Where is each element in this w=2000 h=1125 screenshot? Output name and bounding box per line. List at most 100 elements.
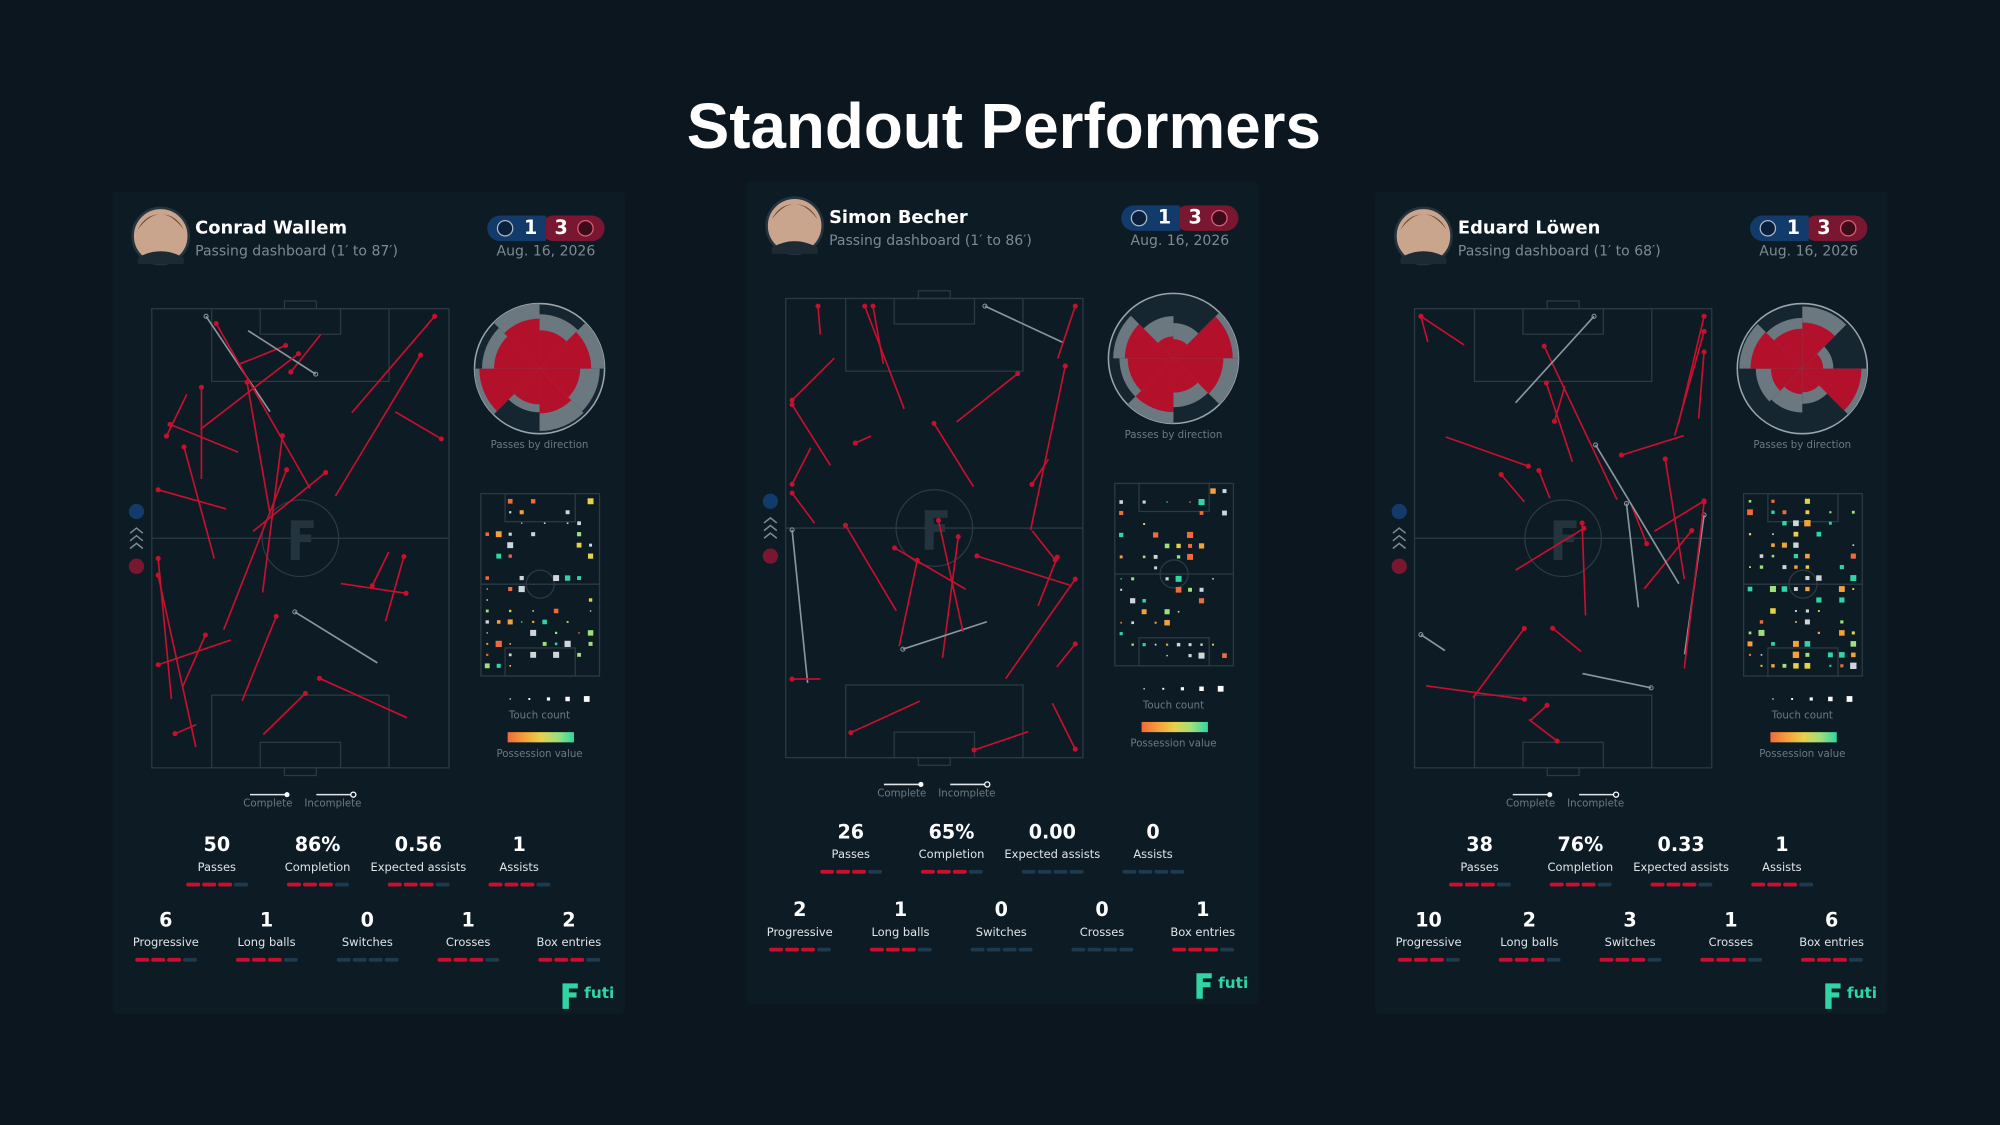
side-chevrons [763, 516, 778, 539]
heat-cell [1198, 598, 1205, 604]
stat-bar-segment [986, 947, 1001, 952]
heat-cell [553, 651, 560, 658]
touch-size [1162, 687, 1165, 690]
heatmap-bottom-box [504, 647, 576, 677]
heat-cell [1850, 575, 1857, 582]
heat-cell [1758, 629, 1765, 636]
pass-line [205, 315, 271, 413]
stat-bar-segment [538, 957, 553, 962]
heat-cell [577, 521, 581, 526]
pass-end [1579, 520, 1585, 526]
heat-cell [1852, 544, 1855, 546]
stat-bar-segment [1220, 947, 1235, 952]
pass-end [1618, 452, 1624, 458]
away-crest [1839, 220, 1857, 237]
heat-cell [577, 576, 582, 581]
heat-cell [1793, 542, 1799, 548]
heat-cell [508, 587, 513, 592]
stat-bar-segment [901, 947, 916, 952]
avatar-shirt [771, 241, 818, 254]
stat-value: 1 [1775, 833, 1788, 856]
match-date: Aug. 16, 2026 [1130, 233, 1229, 249]
stat-label: Completion [1548, 860, 1614, 874]
stat-value: 3 [1623, 908, 1636, 931]
pass-end [438, 436, 444, 442]
stat-bar-segment [1716, 957, 1731, 962]
avatar-shirt [137, 251, 184, 265]
pass-end [202, 632, 208, 638]
heat-cell [495, 531, 502, 538]
pass-line [1545, 382, 1574, 463]
heat-cell [1805, 609, 1809, 613]
heat-cell [1153, 554, 1158, 559]
stat-bar-segment [1748, 957, 1763, 962]
stat-label: Passes [832, 847, 870, 861]
stat-label: Assists [1762, 860, 1801, 874]
stat-value: 0 [1146, 820, 1159, 843]
stat-bar-segment [1018, 947, 1033, 952]
stat-bar-segment [504, 882, 519, 887]
stat-bar-segment [1799, 882, 1814, 887]
stat-bar-segment [867, 869, 883, 874]
radar-wedge [1750, 331, 1803, 369]
heat-cell [577, 652, 582, 657]
heat-cell [1771, 510, 1775, 514]
radar-wedge [1173, 358, 1224, 394]
player-card: Simon Becher Passing dashboard (1′ to 86′… [746, 181, 1259, 1004]
pass-line [1673, 331, 1705, 436]
stat-label: Passes [198, 860, 236, 874]
player-subtitle: Passing dashboard (1′ to 86′) [829, 233, 1032, 249]
stat-value: 2 [1523, 908, 1536, 931]
heat-cell [1804, 662, 1811, 669]
pass-end [203, 313, 209, 319]
match-date: Aug. 16, 2026 [497, 243, 596, 259]
heat-cell [1805, 576, 1810, 581]
heat-cell [1782, 663, 1787, 668]
radar-wedge [1802, 322, 1835, 369]
pass-end [789, 402, 795, 408]
pass-end [931, 420, 937, 426]
stat-value: 76% [1557, 833, 1603, 856]
heat-cell [1817, 631, 1821, 635]
heat-cell [1838, 586, 1845, 592]
stat-bar-segment [1170, 869, 1185, 874]
pass-end [155, 662, 161, 668]
heat-cell [1794, 565, 1798, 569]
radar-wedge [1770, 368, 1803, 391]
heat-cell [1748, 653, 1752, 656]
pass-end [418, 352, 424, 358]
pass-line [1594, 444, 1680, 585]
heat-cell [1198, 652, 1205, 659]
stat-bar-segment [1464, 882, 1479, 887]
heat-cell [1828, 521, 1832, 525]
heat-cell [496, 663, 501, 668]
stat-bar-segment [1682, 882, 1697, 887]
stat-label: Passes [1460, 860, 1498, 874]
heatmap-circle [1159, 559, 1189, 589]
heat-cell [1199, 511, 1204, 515]
heat-cell [1187, 553, 1194, 560]
heat-cell [1120, 621, 1123, 624]
pass-end [955, 534, 961, 540]
stat-bar-segment [419, 882, 434, 887]
pass-line [1543, 345, 1618, 501]
pass-line [340, 582, 407, 595]
heat-cell [1212, 643, 1214, 646]
pass-line [290, 334, 322, 373]
heat-cell [1212, 578, 1214, 580]
stat-value: 0 [995, 898, 1008, 921]
heat-cell [484, 663, 490, 669]
away-score-badge [540, 215, 605, 242]
stat-value: 2 [562, 908, 575, 931]
stat-bar-segment [1832, 957, 1847, 962]
stat-bar-segment [1138, 869, 1153, 874]
pass-end [842, 522, 849, 528]
pass-line [898, 560, 919, 647]
heat-cell [1851, 631, 1855, 635]
stat-value: 0 [361, 908, 374, 931]
heat-cell [509, 609, 512, 613]
player-card: Conrad Wallem Passing dashboard (1′ to 87… [112, 191, 626, 1015]
heat-cell [509, 665, 512, 667]
heat-cell [1747, 509, 1753, 516]
touch-size [1828, 696, 1833, 702]
